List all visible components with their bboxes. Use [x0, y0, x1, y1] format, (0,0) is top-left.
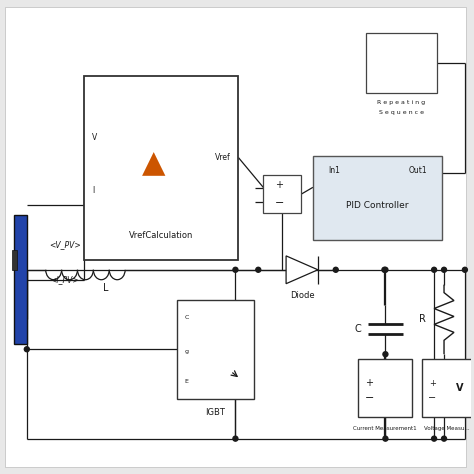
Circle shape	[463, 267, 467, 272]
Text: C: C	[354, 324, 361, 334]
Circle shape	[256, 267, 261, 272]
Text: V: V	[456, 383, 464, 393]
Text: Vref: Vref	[215, 153, 230, 162]
Bar	[14, 215, 27, 344]
Circle shape	[442, 436, 447, 441]
Text: ▲: ▲	[142, 149, 166, 178]
Text: C: C	[185, 315, 189, 320]
Text: In1: In1	[328, 166, 340, 175]
Text: +: +	[428, 379, 436, 388]
Text: PID Controller: PID Controller	[346, 201, 409, 210]
Text: +: +	[275, 180, 283, 191]
Circle shape	[432, 267, 437, 272]
Circle shape	[442, 267, 447, 272]
Circle shape	[233, 267, 238, 272]
Circle shape	[333, 267, 338, 272]
Text: L: L	[102, 283, 108, 292]
Circle shape	[383, 267, 388, 272]
Text: I: I	[92, 186, 95, 195]
Circle shape	[383, 436, 388, 441]
Text: R e p e a t i n g: R e p e a t i n g	[377, 100, 425, 105]
Bar	[357, 359, 412, 417]
Text: g: g	[185, 349, 189, 354]
Bar	[84, 76, 238, 260]
Bar	[177, 300, 254, 399]
Circle shape	[383, 352, 388, 357]
Text: <I_PV>: <I_PV>	[50, 275, 79, 284]
Polygon shape	[286, 256, 318, 283]
Text: −: −	[274, 198, 284, 208]
Text: E: E	[185, 379, 189, 383]
Text: −: −	[365, 393, 374, 403]
Text: +: +	[365, 378, 374, 388]
Text: VrefCalculation: VrefCalculation	[129, 230, 193, 239]
Circle shape	[432, 436, 437, 441]
Text: Current Measurement1: Current Measurement1	[353, 426, 416, 431]
Text: <V_PV>: <V_PV>	[49, 240, 81, 249]
Text: −: −	[428, 393, 436, 403]
Text: V: V	[92, 133, 98, 142]
Text: Voltage Measu...: Voltage Measu...	[424, 426, 470, 431]
Circle shape	[24, 347, 29, 352]
Text: Diode: Diode	[290, 291, 314, 300]
Bar	[422, 359, 472, 417]
Circle shape	[382, 267, 387, 272]
Text: S e q u e n c e: S e q u e n c e	[379, 110, 424, 115]
Bar	[313, 155, 442, 240]
Text: Out1: Out1	[409, 166, 427, 175]
Text: IGBT: IGBT	[206, 408, 226, 417]
Bar	[263, 175, 301, 213]
Text: R: R	[419, 314, 426, 324]
Bar	[12, 250, 17, 270]
Circle shape	[233, 436, 238, 441]
Bar	[365, 33, 437, 93]
